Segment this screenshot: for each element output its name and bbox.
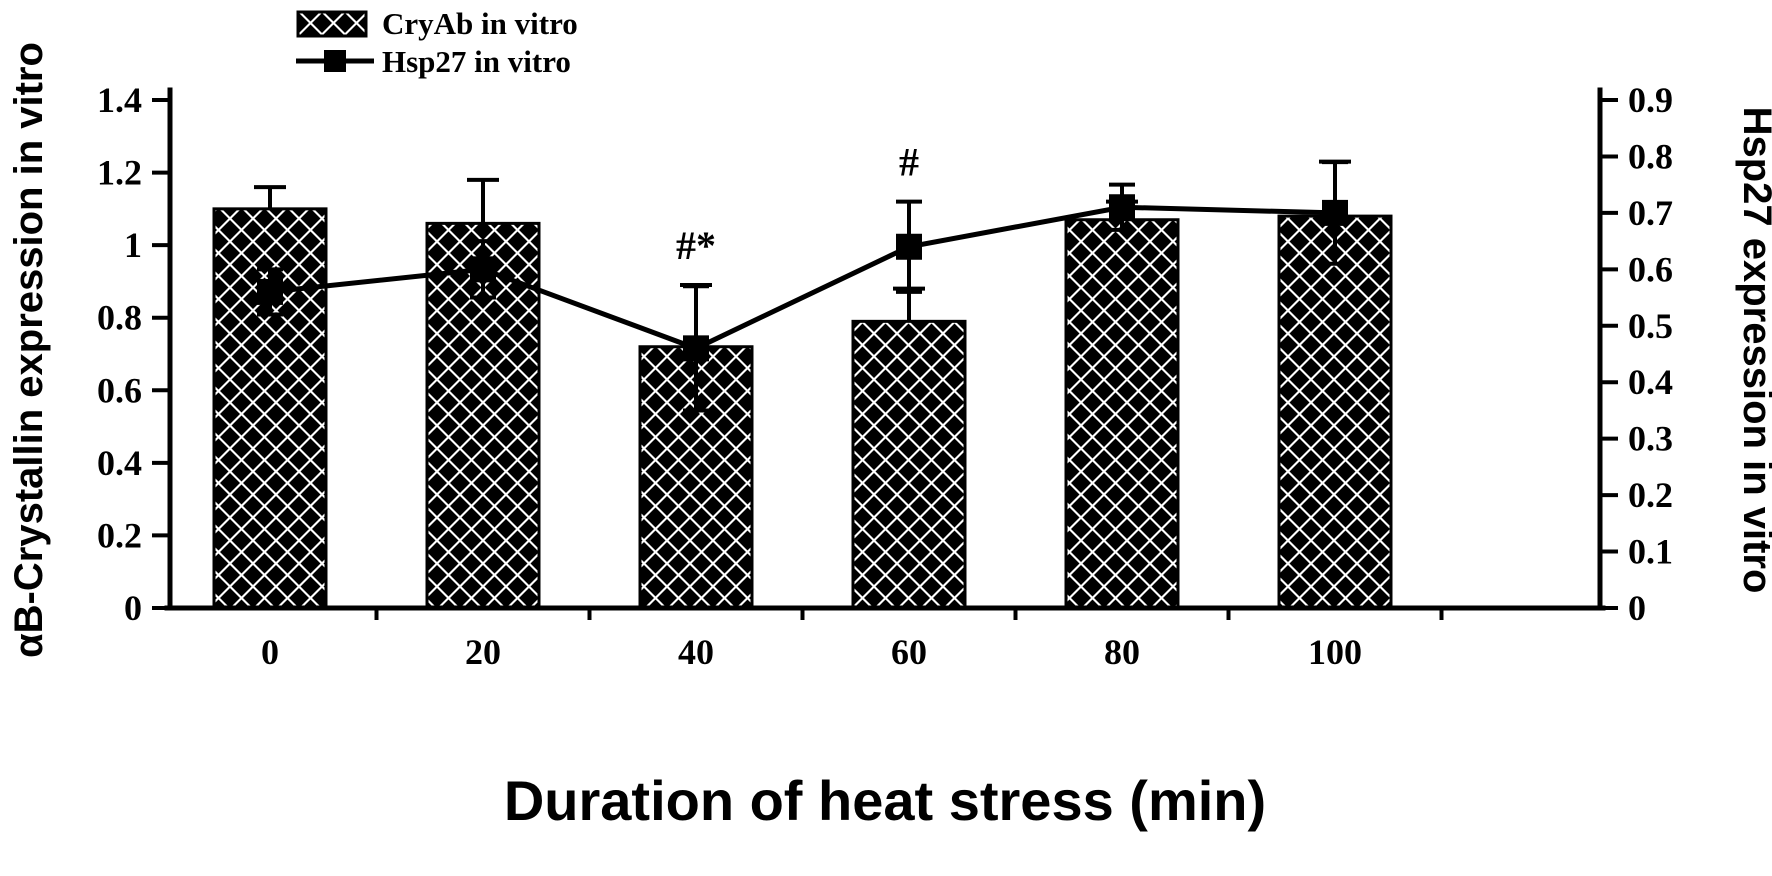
bar xyxy=(851,319,967,610)
right-tick-label: 0.3 xyxy=(1628,419,1673,459)
marker-square xyxy=(1322,199,1348,226)
x-tick-label: 60 xyxy=(891,632,927,672)
legend-label-bar: CryAb in vitro xyxy=(382,6,578,41)
left-tick-label: 1.4 xyxy=(97,80,142,120)
axes xyxy=(164,87,1606,611)
x-tick-label: 40 xyxy=(678,632,714,672)
significance-annotation: # xyxy=(899,140,919,185)
right-axis-title: Hsp27 expression in vitro xyxy=(1735,107,1772,594)
legend-label-line: Hsp27 in vitro xyxy=(382,44,571,79)
right-tick-label: 0.1 xyxy=(1628,532,1673,572)
x-axis-title: Duration of heat stress (min) xyxy=(504,769,1266,832)
right-tick-label: 0.5 xyxy=(1628,306,1673,346)
right-tick-label: 0 xyxy=(1628,588,1646,628)
line-markers xyxy=(257,194,1348,362)
marker-square xyxy=(257,278,283,305)
line-series xyxy=(269,204,1336,352)
legend-swatch-bar xyxy=(296,10,368,38)
right-tick-labels: 0 0.1 0.2 0.3 0.4 0.5 0.6 0.7 0.8 0.9 xyxy=(1628,80,1673,628)
marker-square xyxy=(683,335,709,362)
bar-series xyxy=(212,159,1393,610)
left-tick-label: 0.6 xyxy=(97,370,142,410)
left-tick-labels: 0 0.2 0.4 0.6 0.8 1 1.2 1.4 xyxy=(97,80,142,628)
marker-square xyxy=(470,256,496,283)
left-axis-title: αB-Crystallin expression in vitro xyxy=(7,42,51,658)
bar xyxy=(1277,214,1393,610)
right-tick-label: 0.4 xyxy=(1628,362,1673,402)
significance-annotation: #* xyxy=(676,223,716,268)
line-error-bars xyxy=(257,160,1348,413)
x-tick-label: 20 xyxy=(465,632,501,672)
left-tick-label: 1.2 xyxy=(97,153,142,193)
right-tick-label: 0.9 xyxy=(1628,80,1673,120)
left-tick-label: 0.2 xyxy=(97,515,142,555)
right-tick-label: 0.6 xyxy=(1628,249,1673,289)
bar xyxy=(1064,218,1180,610)
right-tick-label: 0.7 xyxy=(1628,193,1673,233)
x-tick-labels: 0 20 40 60 80 100 xyxy=(261,632,1362,672)
left-tick-label: 0.4 xyxy=(97,443,142,483)
left-tick-label: 0 xyxy=(124,588,142,628)
legend-swatch-line-marker xyxy=(324,50,346,72)
bar-error xyxy=(467,177,499,224)
marker-square xyxy=(896,233,922,260)
x-tick-label: 0 xyxy=(261,632,279,672)
tick-marks xyxy=(152,98,1618,620)
left-tick-label: 0.8 xyxy=(97,298,142,338)
right-tick-label: 0.8 xyxy=(1628,136,1673,176)
x-tick-label: 80 xyxy=(1104,632,1140,672)
right-tick-label: 0.2 xyxy=(1628,475,1673,515)
marker-square xyxy=(1109,194,1135,221)
left-tick-label: 1 xyxy=(124,225,142,265)
annotations: #* # xyxy=(676,140,919,268)
bar-error xyxy=(254,185,286,209)
x-tick-label: 100 xyxy=(1308,632,1362,672)
